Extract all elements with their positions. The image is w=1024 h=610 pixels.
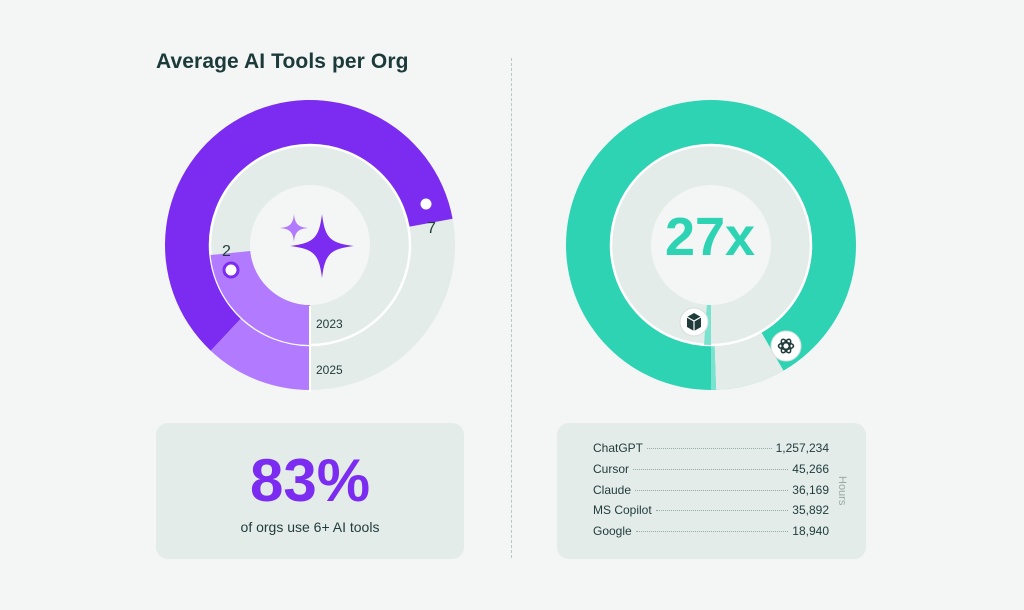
row-value: 1,257,234 (775, 441, 829, 455)
table-row: MS Copilot 35,892 (593, 503, 829, 524)
hours-table: ChatGPT 1,257,234 Cursor 45,266 Claude 36,1… (593, 441, 829, 545)
label-year-2025: 2025 (316, 363, 343, 377)
right-center-disc (651, 185, 771, 305)
row-value: 36,169 (792, 482, 829, 497)
right-outer-track (714, 331, 784, 390)
row-label: Cursor (593, 461, 630, 476)
hours-axis-label: Hours (836, 476, 848, 506)
row-value: 18,940 (792, 524, 829, 539)
row-label: ChatGPT (593, 441, 644, 455)
arc-cursor (711, 344, 717, 390)
sparkle-icon (280, 214, 354, 278)
label-value-2023: 2 (222, 243, 231, 260)
arc-2025-outer (165, 99, 453, 351)
row-label: Google (593, 524, 632, 539)
stat-percentage: 83% (249, 447, 371, 514)
panel-divider (511, 58, 512, 558)
marker-2025 (417, 195, 435, 213)
cursor-icon (679, 307, 709, 337)
table-row: Claude 36,169 (593, 483, 829, 504)
table-row: Cursor 45,266 (593, 462, 829, 483)
stat-caption: of orgs use 6+ AI tools (240, 519, 380, 535)
multiplier-value: 27x (664, 207, 756, 267)
table-row: Google 18,940 (593, 524, 829, 545)
row-label: MS Copilot (593, 503, 652, 518)
label-year-2023: 2023 (316, 317, 343, 331)
marker-2023 (222, 261, 240, 279)
row-value: 35,892 (792, 503, 829, 518)
stat-card: 83% of orgs use 6+ AI tools (156, 423, 464, 559)
arc-2025-lite (210, 317, 310, 390)
hours-table-card: ChatGPT 1,257,234 Cursor 45,266 Claude 36,1… (557, 423, 866, 559)
table-row: ChatGPT 1,257,234 (593, 441, 829, 462)
chart-title: Average AI Tools per Org (156, 50, 409, 73)
row-label: Claude (593, 482, 632, 497)
row-value: 45,266 (792, 461, 829, 476)
chatgpt-icon (770, 330, 802, 362)
label-value-2025: 7 (427, 220, 436, 237)
